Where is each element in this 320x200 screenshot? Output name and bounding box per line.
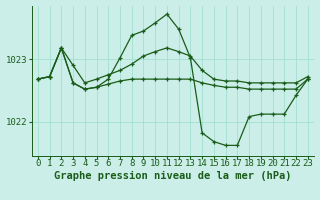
X-axis label: Graphe pression niveau de la mer (hPa): Graphe pression niveau de la mer (hPa) <box>54 171 292 181</box>
